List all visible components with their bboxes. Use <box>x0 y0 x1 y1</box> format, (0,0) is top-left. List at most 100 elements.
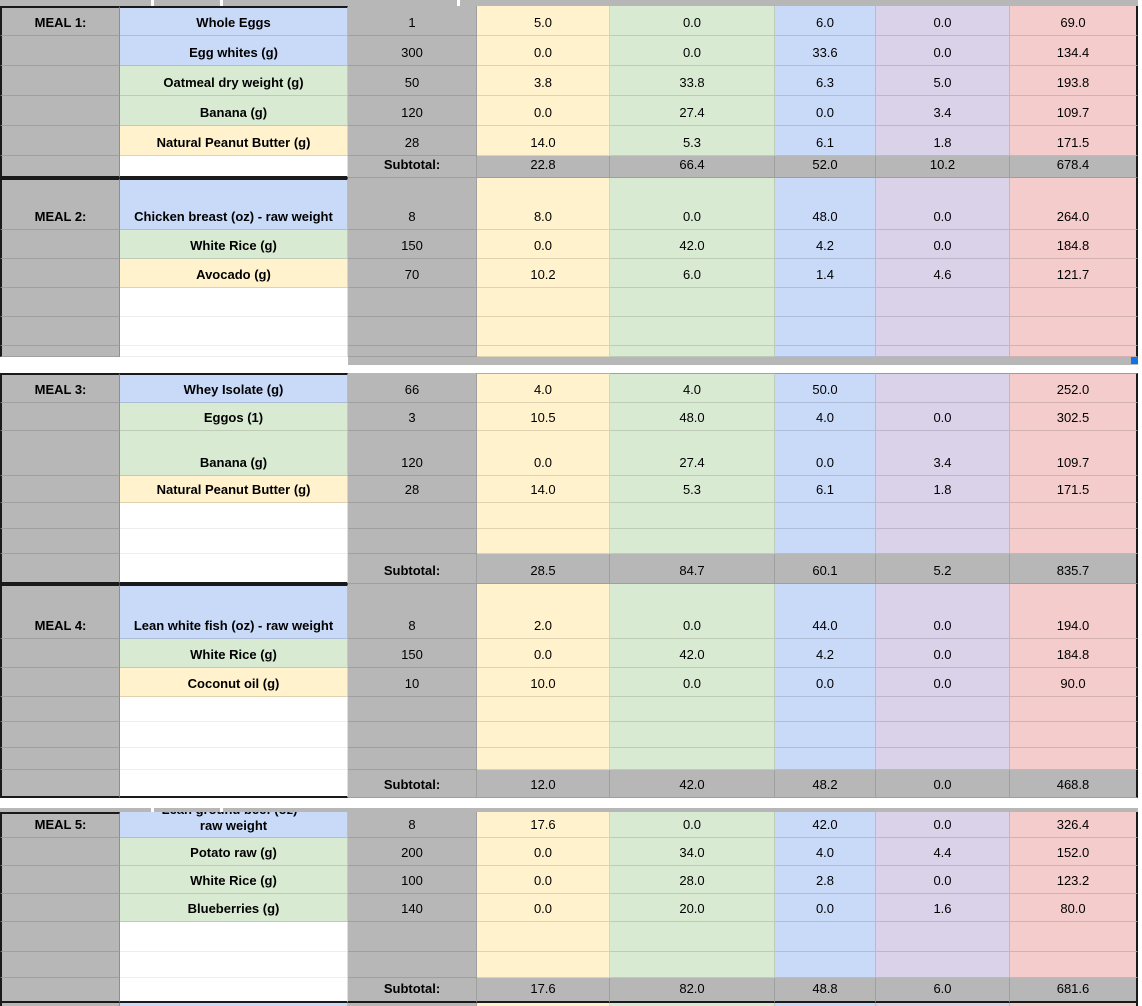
carbs-value-cell[interactable]: 42.0 <box>610 770 775 798</box>
meal-label-cell[interactable] <box>0 639 120 668</box>
food-name-cell[interactable] <box>120 922 348 952</box>
calories-value-cell[interactable] <box>1010 288 1138 317</box>
calories-value-cell[interactable]: 109.7 <box>1010 431 1138 476</box>
meal-label-cell[interactable] <box>0 346 120 357</box>
carbs-value-cell[interactable]: 0.0 <box>610 584 775 639</box>
fiber-value-cell[interactable] <box>876 922 1010 952</box>
fiber-value-cell[interactable]: 0.0 <box>876 403 1010 431</box>
meal-label-cell[interactable] <box>0 922 120 952</box>
calories-value-cell[interactable] <box>1010 748 1138 770</box>
fat-value-cell[interactable]: 8.0 <box>477 178 610 230</box>
carbs-value-cell[interactable]: 5.3 <box>610 476 775 503</box>
meal-label-cell[interactable] <box>0 96 120 126</box>
calories-value-cell[interactable]: 134.4 <box>1010 36 1138 66</box>
fiber-value-cell[interactable]: 0.0 <box>876 36 1010 66</box>
quantity-cell[interactable]: 200 <box>348 838 477 866</box>
calories-value-cell[interactable]: 171.5 <box>1010 476 1138 503</box>
carbs-value-cell[interactable]: 0.0 <box>610 178 775 230</box>
carbs-value-cell[interactable]: 20.0 <box>610 894 775 922</box>
fat-value-cell[interactable]: 0.0 <box>477 894 610 922</box>
protein-value-cell[interactable] <box>775 503 876 529</box>
calories-value-cell[interactable]: 184.8 <box>1010 230 1138 259</box>
calories-value-cell[interactable]: 80.0 <box>1010 894 1138 922</box>
quantity-cell[interactable]: 8 <box>348 584 477 639</box>
meal-label-cell[interactable] <box>0 529 120 554</box>
fiber-value-cell[interactable]: 1.8 <box>876 476 1010 503</box>
carbs-value-cell[interactable]: 0.0 <box>610 812 775 838</box>
fiber-value-cell[interactable]: 0.0 <box>876 584 1010 639</box>
calories-value-cell[interactable] <box>1010 922 1138 952</box>
fiber-value-cell[interactable]: 0.0 <box>876 770 1010 798</box>
fiber-value-cell[interactable]: 0.0 <box>876 639 1010 668</box>
carbs-value-cell[interactable] <box>610 503 775 529</box>
food-name-cell[interactable]: Chicken breast (oz) - raw weight <box>120 178 348 230</box>
meal-label-cell[interactable] <box>0 431 120 476</box>
food-name-cell[interactable] <box>120 156 348 178</box>
calories-value-cell[interactable] <box>1010 952 1138 978</box>
protein-value-cell[interactable]: 0.0 <box>775 894 876 922</box>
fiber-value-cell[interactable]: 4.6 <box>876 259 1010 288</box>
calories-value-cell[interactable]: 152.0 <box>1010 838 1138 866</box>
quantity-cell[interactable]: 28 <box>348 126 477 156</box>
calories-value-cell[interactable] <box>1010 317 1138 346</box>
calories-value-cell[interactable]: 123.2 <box>1010 866 1138 894</box>
meal-label-cell[interactable] <box>0 317 120 346</box>
fat-value-cell[interactable]: 0.0 <box>477 230 610 259</box>
carbs-value-cell[interactable] <box>610 748 775 770</box>
carbs-value-cell[interactable]: 6.0 <box>610 259 775 288</box>
protein-value-cell[interactable]: 4.2 <box>775 639 876 668</box>
meal-label-cell[interactable] <box>0 230 120 259</box>
carbs-value-cell[interactable]: 84.7 <box>610 554 775 584</box>
carbs-value-cell[interactable]: 42.0 <box>610 230 775 259</box>
fat-value-cell[interactable] <box>477 922 610 952</box>
calories-value-cell[interactable]: 121.7 <box>1010 259 1138 288</box>
protein-value-cell[interactable]: 0.0 <box>775 431 876 476</box>
food-name-cell[interactable]: Natural Peanut Butter (g) <box>120 126 348 156</box>
meal-label-cell[interactable] <box>0 288 120 317</box>
protein-value-cell[interactable] <box>775 952 876 978</box>
fat-value-cell[interactable]: 0.0 <box>477 838 610 866</box>
protein-value-cell[interactable] <box>775 346 876 357</box>
fiber-value-cell[interactable]: 5.0 <box>876 66 1010 96</box>
quantity-cell[interactable]: 120 <box>348 431 477 476</box>
fat-value-cell[interactable]: 17.6 <box>477 812 610 838</box>
carbs-value-cell[interactable] <box>610 529 775 554</box>
food-name-cell[interactable]: Lean white fish (oz) - raw weight <box>120 584 348 639</box>
fiber-value-cell[interactable]: 5.2 <box>876 554 1010 584</box>
meal-label-cell-5[interactable]: MEAL 5: <box>0 812 120 838</box>
food-name-cell[interactable]: Whole Eggs <box>120 6 348 36</box>
fiber-value-cell[interactable] <box>876 346 1010 357</box>
protein-value-cell[interactable]: 60.1 <box>775 554 876 584</box>
subtotal-label-cell[interactable]: Subtotal: <box>348 554 477 584</box>
calories-value-cell[interactable]: 252.0 <box>1010 373 1138 403</box>
meal-label-cell[interactable] <box>0 722 120 748</box>
protein-value-cell[interactable]: 4.0 <box>775 838 876 866</box>
quantity-cell[interactable]: 10 <box>348 668 477 697</box>
fiber-value-cell[interactable] <box>876 503 1010 529</box>
protein-value-cell[interactable] <box>775 697 876 722</box>
meal-label-cell[interactable] <box>0 259 120 288</box>
carbs-value-cell[interactable]: 82.0 <box>610 978 775 1003</box>
calories-value-cell[interactable]: 109.7 <box>1010 96 1138 126</box>
meal-label-cell-1[interactable]: MEAL 1: <box>0 6 120 36</box>
fat-value-cell[interactable]: 0.0 <box>477 866 610 894</box>
fat-value-cell[interactable] <box>477 288 610 317</box>
fiber-value-cell[interactable] <box>876 317 1010 346</box>
carbs-value-cell[interactable]: 27.4 <box>610 96 775 126</box>
fat-value-cell[interactable]: 0.0 <box>477 96 610 126</box>
fiber-value-cell[interactable] <box>876 748 1010 770</box>
carbs-value-cell[interactable] <box>610 346 775 357</box>
quantity-cell[interactable]: 28 <box>348 476 477 503</box>
carbs-value-cell[interactable]: 66.4 <box>610 156 775 178</box>
fat-value-cell[interactable]: 0.0 <box>477 36 610 66</box>
carbs-value-cell[interactable] <box>610 922 775 952</box>
meal-label-cell[interactable] <box>0 952 120 978</box>
protein-value-cell[interactable] <box>775 529 876 554</box>
quantity-cell[interactable] <box>348 346 477 357</box>
calories-value-cell[interactable]: 184.8 <box>1010 639 1138 668</box>
food-name-cell[interactable]: Whey Isolate (g) <box>120 373 348 403</box>
meal-label-cell[interactable] <box>0 838 120 866</box>
fat-value-cell[interactable]: 17.6 <box>477 978 610 1003</box>
quantity-cell[interactable] <box>348 697 477 722</box>
fat-value-cell[interactable]: 4.0 <box>477 373 610 403</box>
